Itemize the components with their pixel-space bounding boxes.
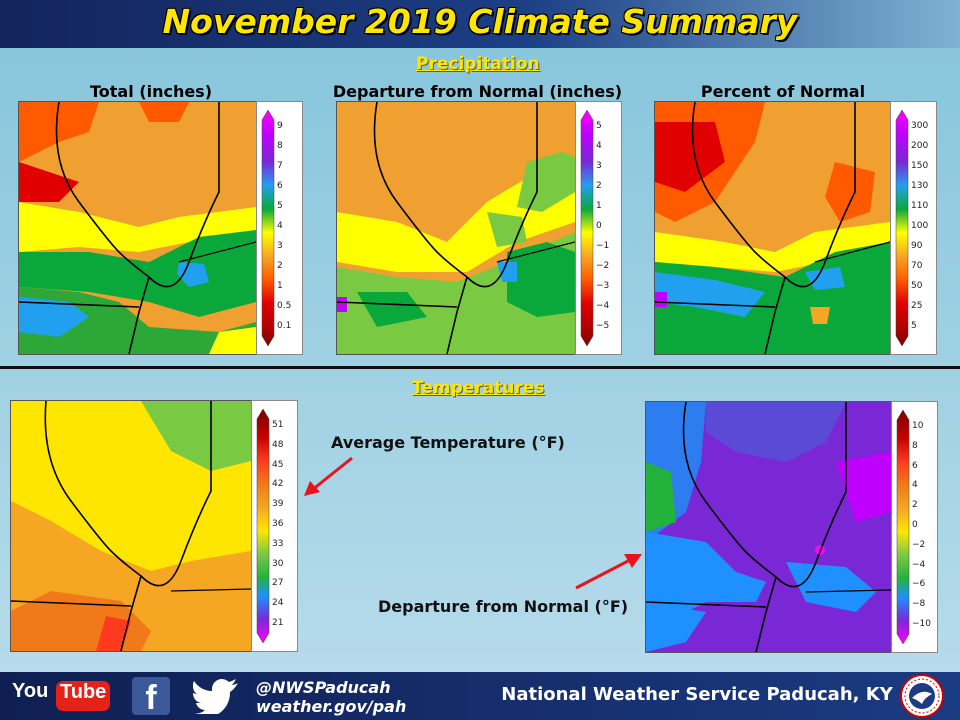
precip-departure-map (336, 101, 576, 355)
twitter-handle[interactable]: @NWSPaducah (256, 678, 391, 697)
precip-percent-legend-tick: 150 (911, 161, 929, 171)
departure-temp-legend (891, 401, 938, 653)
avg-temp-arrow (304, 456, 353, 496)
temperatures-section-title: Temperatures (412, 378, 545, 398)
precip-departure-legend-tick: 3 (596, 161, 602, 171)
departure-temp-legend-tick: −6 (912, 579, 926, 590)
precip-departure-legend-tick: −4 (596, 301, 610, 311)
departure-temp-legend-tick: 2 (912, 500, 918, 511)
map-title-percent: Percent of Normal (700, 82, 866, 101)
section-divider (0, 366, 960, 369)
precip-total-legend-tick: 8 (277, 141, 283, 151)
precip-percent-legend (890, 101, 937, 355)
avg-temp-legend-tick: 33 (272, 538, 284, 549)
precip-total-legend-tick: 9 (277, 121, 283, 131)
precip-percent-legend-tick: 70 (911, 261, 923, 271)
precip-departure-legend-tick: 0 (596, 221, 602, 231)
departure-temp-legend-tick: 8 (912, 440, 918, 451)
avg-temp-legend-tick: 21 (272, 618, 284, 628)
precip-departure-legend-tick: 5 (596, 121, 602, 131)
precip-departure-legend-tick: −5 (596, 321, 610, 331)
precip-total-legend-tick: 7 (277, 161, 283, 171)
avg-temp-legend-tick: 51 (272, 420, 284, 430)
precip-total-legend-tick: 2 (277, 261, 283, 271)
map-title-total: Total (inches) (89, 82, 213, 101)
office-name: National Weather Service Paducah, KY (501, 684, 893, 705)
precip-departure-legend-tick: 2 (596, 181, 602, 191)
avg-temp-legend-tick: 39 (272, 499, 284, 510)
departure-temp-legend-tick: 4 (912, 480, 918, 491)
precip-departure-legend-tick: −3 (596, 281, 610, 291)
precip-percent-legend-tick: 5 (911, 321, 917, 331)
departure-temp-legend-tick: 0 (912, 520, 918, 530)
precip-departure-legend (575, 101, 622, 355)
precip-percent-legend-tick: 25 (911, 301, 923, 311)
website-link[interactable]: weather.gov/pah (256, 697, 407, 716)
departure-temp-legend-tick: −10 (912, 619, 931, 629)
departure-temp-legend-tick: −4 (912, 559, 926, 570)
departure-temp-map (645, 401, 892, 653)
avg-temp-legend (251, 400, 298, 652)
departure-temp-legend-tick: 10 (912, 421, 924, 431)
precipitation-section-title: Precipitation (416, 54, 540, 74)
departure-temp-legend-tick: 6 (912, 460, 918, 471)
departure-temp-legend-tick: −2 (912, 539, 926, 550)
precip-total-legend-tick: 3 (277, 241, 283, 251)
avg-temp-map (10, 400, 252, 652)
precip-total-legend-tick: 1 (277, 281, 283, 291)
facebook-icon[interactable]: f (132, 677, 170, 717)
precip-percent-map (654, 101, 891, 355)
precip-percent-legend-tick: 130 (911, 181, 929, 191)
precip-percent-legend-tick: 110 (911, 201, 929, 211)
precip-total-legend-tick: 5 (277, 201, 283, 211)
social-links: @NWSPaducah weather.gov/pah (256, 678, 406, 716)
avg-temp-legend-tick: 48 (272, 439, 284, 450)
avg-temp-legend-tick: 27 (272, 578, 284, 589)
precip-total-legend-tick: 4 (277, 221, 283, 231)
precip-percent-legend-tick: 90 (911, 241, 923, 251)
footer-bar: You Tube f @NWSPaducah weather.gov/pah N… (0, 672, 960, 720)
departure-temp-annotation: Departure from Normal (°F) (378, 597, 629, 616)
precip-total-map (18, 101, 257, 355)
departure-temp-legend-tick: −8 (912, 599, 926, 610)
precip-total-legend-tick: 6 (277, 181, 283, 191)
twitter-icon[interactable] (192, 678, 240, 714)
avg-temp-legend-tick: 42 (272, 479, 284, 490)
precip-percent-legend-tick: 200 (911, 141, 929, 151)
avg-temp-legend-tick: 30 (272, 558, 284, 569)
page-title: November 2019 Climate Summary (162, 2, 798, 41)
youtube-tube-text: Tube (56, 681, 111, 711)
precip-departure-legend-tick: 1 (596, 201, 602, 211)
precip-total-legend-tick: 0.5 (277, 301, 292, 311)
header-bar: November 2019 Climate Summary (0, 0, 960, 48)
precip-percent-legend-tick: 50 (911, 281, 923, 291)
precip-percent-legend-tick: 300 (911, 121, 929, 131)
precip-departure-legend-tick: 4 (596, 141, 602, 151)
avg-temp-annotation: Average Temperature (°F) (331, 433, 565, 452)
map-title-departure: Departure from Normal (inches) (332, 82, 623, 101)
avg-temp-legend-tick: 36 (272, 519, 284, 529)
precip-total-legend-tick: 0.1 (277, 321, 292, 331)
precip-departure-legend-tick: −2 (596, 261, 610, 271)
youtube-you-text: You (12, 680, 49, 702)
youtube-icon[interactable]: You Tube (12, 680, 111, 712)
precip-percent-legend-tick: 100 (911, 221, 929, 231)
departure-temp-arrow (575, 554, 642, 590)
precip-departure-legend-tick: −1 (596, 241, 610, 251)
avg-temp-legend-tick: 45 (272, 459, 284, 470)
nws-logo (900, 674, 944, 718)
avg-temp-legend-tick: 24 (272, 598, 284, 609)
precip-total-legend (256, 101, 303, 355)
